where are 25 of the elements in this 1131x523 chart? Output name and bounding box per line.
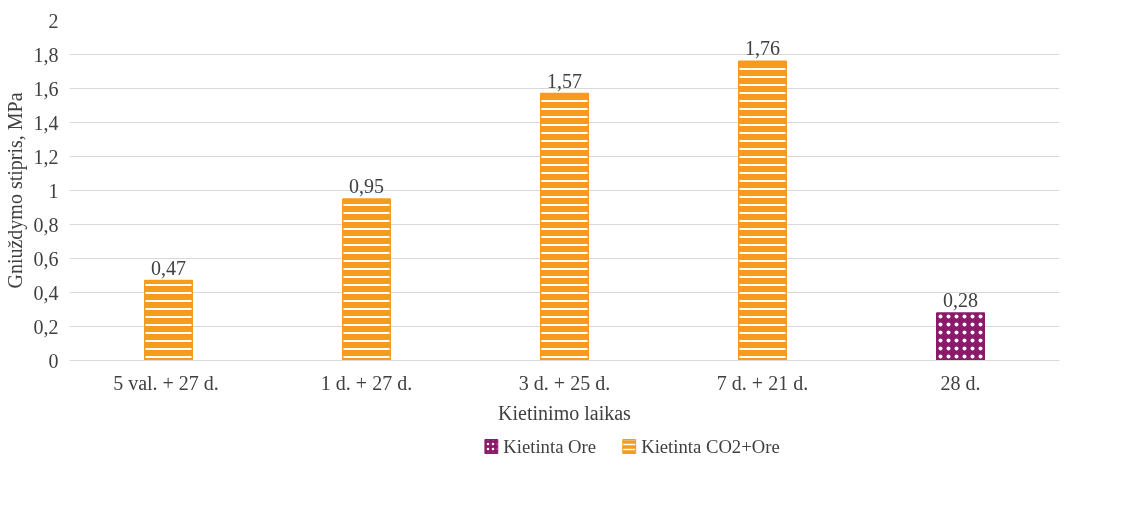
x-tick-label: 1 d. + 27 d. [320, 371, 413, 394]
data-label: 0,47 [151, 256, 186, 279]
data-label: 1,76 [745, 37, 780, 60]
x-tick-label: 28 d. [940, 371, 981, 394]
y-tick-label: 0 [48, 349, 59, 372]
data-label: 0,95 [349, 175, 384, 197]
data-label: 0,28 [943, 288, 978, 311]
y-tick-label: 1,4 [33, 111, 59, 134]
y-tick-label: 1,6 [33, 77, 59, 100]
y-tick-label: 2 [48, 9, 59, 32]
x-axis-title: Kietinimo laikas [498, 401, 632, 424]
y-tick-label: 0,8 [33, 213, 59, 236]
y-tick-label: 1,8 [33, 43, 59, 66]
y-tick-label: 0,2 [33, 315, 59, 338]
y-tick-label: 1,2 [33, 145, 59, 168]
y-tick-label: 0,6 [33, 247, 59, 270]
y-tick-label: 0,4 [33, 281, 59, 304]
y-axis-title: Gniuždymo stipris, MPa [3, 92, 27, 289]
x-tick-label: 7 d. + 21 d. [716, 371, 809, 394]
x-tick-label: 3 d. + 25 d. [518, 371, 611, 394]
data-label: 1,57 [547, 69, 582, 92]
legend-label: Kietinta Ore [503, 436, 597, 457]
x-tick-label: 5 val. + 27 d. [113, 371, 219, 394]
legend-label: Kietinta CO2+Ore [641, 436, 780, 457]
y-tick-label: 1 [48, 179, 59, 202]
